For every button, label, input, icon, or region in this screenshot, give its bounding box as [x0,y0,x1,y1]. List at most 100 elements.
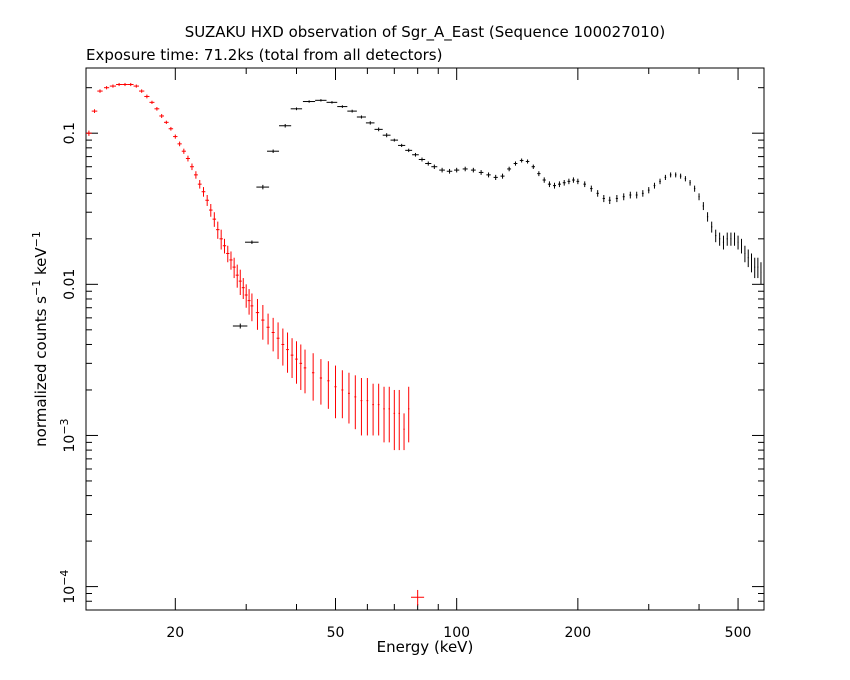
x-axis-label: Energy (keV) [377,638,474,656]
y-axis-label: normalized counts s−1 keV−1 [30,231,51,447]
data-point [244,284,248,308]
data-point [393,389,396,451]
data-point [212,212,217,227]
y-axis-label-exp2: −1 [30,231,43,247]
data-point [103,86,110,90]
data-point [486,172,491,178]
data-point [684,176,687,182]
data-point [319,359,323,405]
data-point [205,194,209,206]
x-tick-label: 100 [443,625,470,641]
y-tick-label: 0.1 [62,122,78,144]
data-point [754,257,756,279]
data-point [201,187,206,197]
data-point [383,386,385,443]
y-tick-label-base: 10 [62,586,78,604]
x-tick-label: 200 [564,625,591,641]
data-point [757,257,759,279]
data-point [360,377,363,436]
data-point [139,89,145,93]
data-point [733,232,736,246]
data-point [740,238,743,254]
data-point [261,304,265,340]
data-point [747,249,749,268]
data-point [744,245,746,263]
data-point [412,152,419,157]
data-point [216,221,220,239]
data-point [290,107,303,111]
data-point [702,202,704,211]
y-axis-label-main: normalized counts s [32,296,50,447]
y-tick-label-base: 10 [62,435,78,453]
data-point [276,322,280,360]
data-point [255,298,260,330]
data-point [525,159,530,164]
data-point [164,120,169,125]
data-point [229,251,233,270]
y-axis-label-exp1: −1 [30,280,43,296]
data-point [181,148,186,154]
data-point [334,365,337,419]
data-point [719,232,721,246]
data-point [410,589,425,606]
data-point [91,109,98,114]
data-point [127,82,134,87]
data-point [295,341,298,384]
data-point [711,221,713,233]
data-point [356,115,366,119]
chart-title: SUZAKU HXD observation of Sgr_A_East (Se… [185,23,666,42]
data-point [542,177,546,183]
data-point [715,229,717,243]
data-point [446,168,453,174]
data-point [439,167,445,173]
data-point [403,413,405,451]
data-point [507,166,512,172]
data-point [365,121,375,125]
y-tick-label: 10−3 [58,418,79,452]
data-point [372,383,374,436]
data-point [226,245,230,263]
x-tick-label: 20 [166,625,184,641]
data-point [247,289,251,315]
data-point [398,389,400,451]
data-point [315,99,327,102]
data-point [250,293,254,322]
data-point [615,194,618,203]
data-point [326,101,338,104]
data-point [590,185,593,192]
data-point [235,264,239,288]
data-point [669,172,672,178]
data-point [418,157,426,162]
data-point [583,181,586,188]
data-point [635,191,638,199]
data-point [122,82,128,87]
data-point [562,180,566,186]
data-point [405,148,413,153]
data-point [679,173,682,179]
y-tick-label: 10−4 [58,570,79,604]
data-point [232,257,236,279]
data-point [500,173,505,179]
data-point [382,133,391,138]
data-point [478,170,484,175]
data-point [470,167,476,173]
data-point [377,383,380,436]
data-point [664,174,667,181]
data-point [659,178,661,185]
data-point [730,232,732,246]
chart-subtitle: Exposure time: 71.2ks (total from all de… [86,46,442,64]
data-point [596,190,599,197]
data-point [256,184,270,190]
data-point [271,317,275,352]
data-point [302,100,316,103]
data-point [327,361,330,409]
data-point [197,180,202,189]
data-point [109,84,117,88]
data-point [425,161,432,166]
x-tick-label: 500 [725,625,752,641]
plot-frame [85,67,765,611]
data-point [390,138,399,142]
data-point [193,171,198,179]
x-tick-label: 50 [327,625,345,641]
